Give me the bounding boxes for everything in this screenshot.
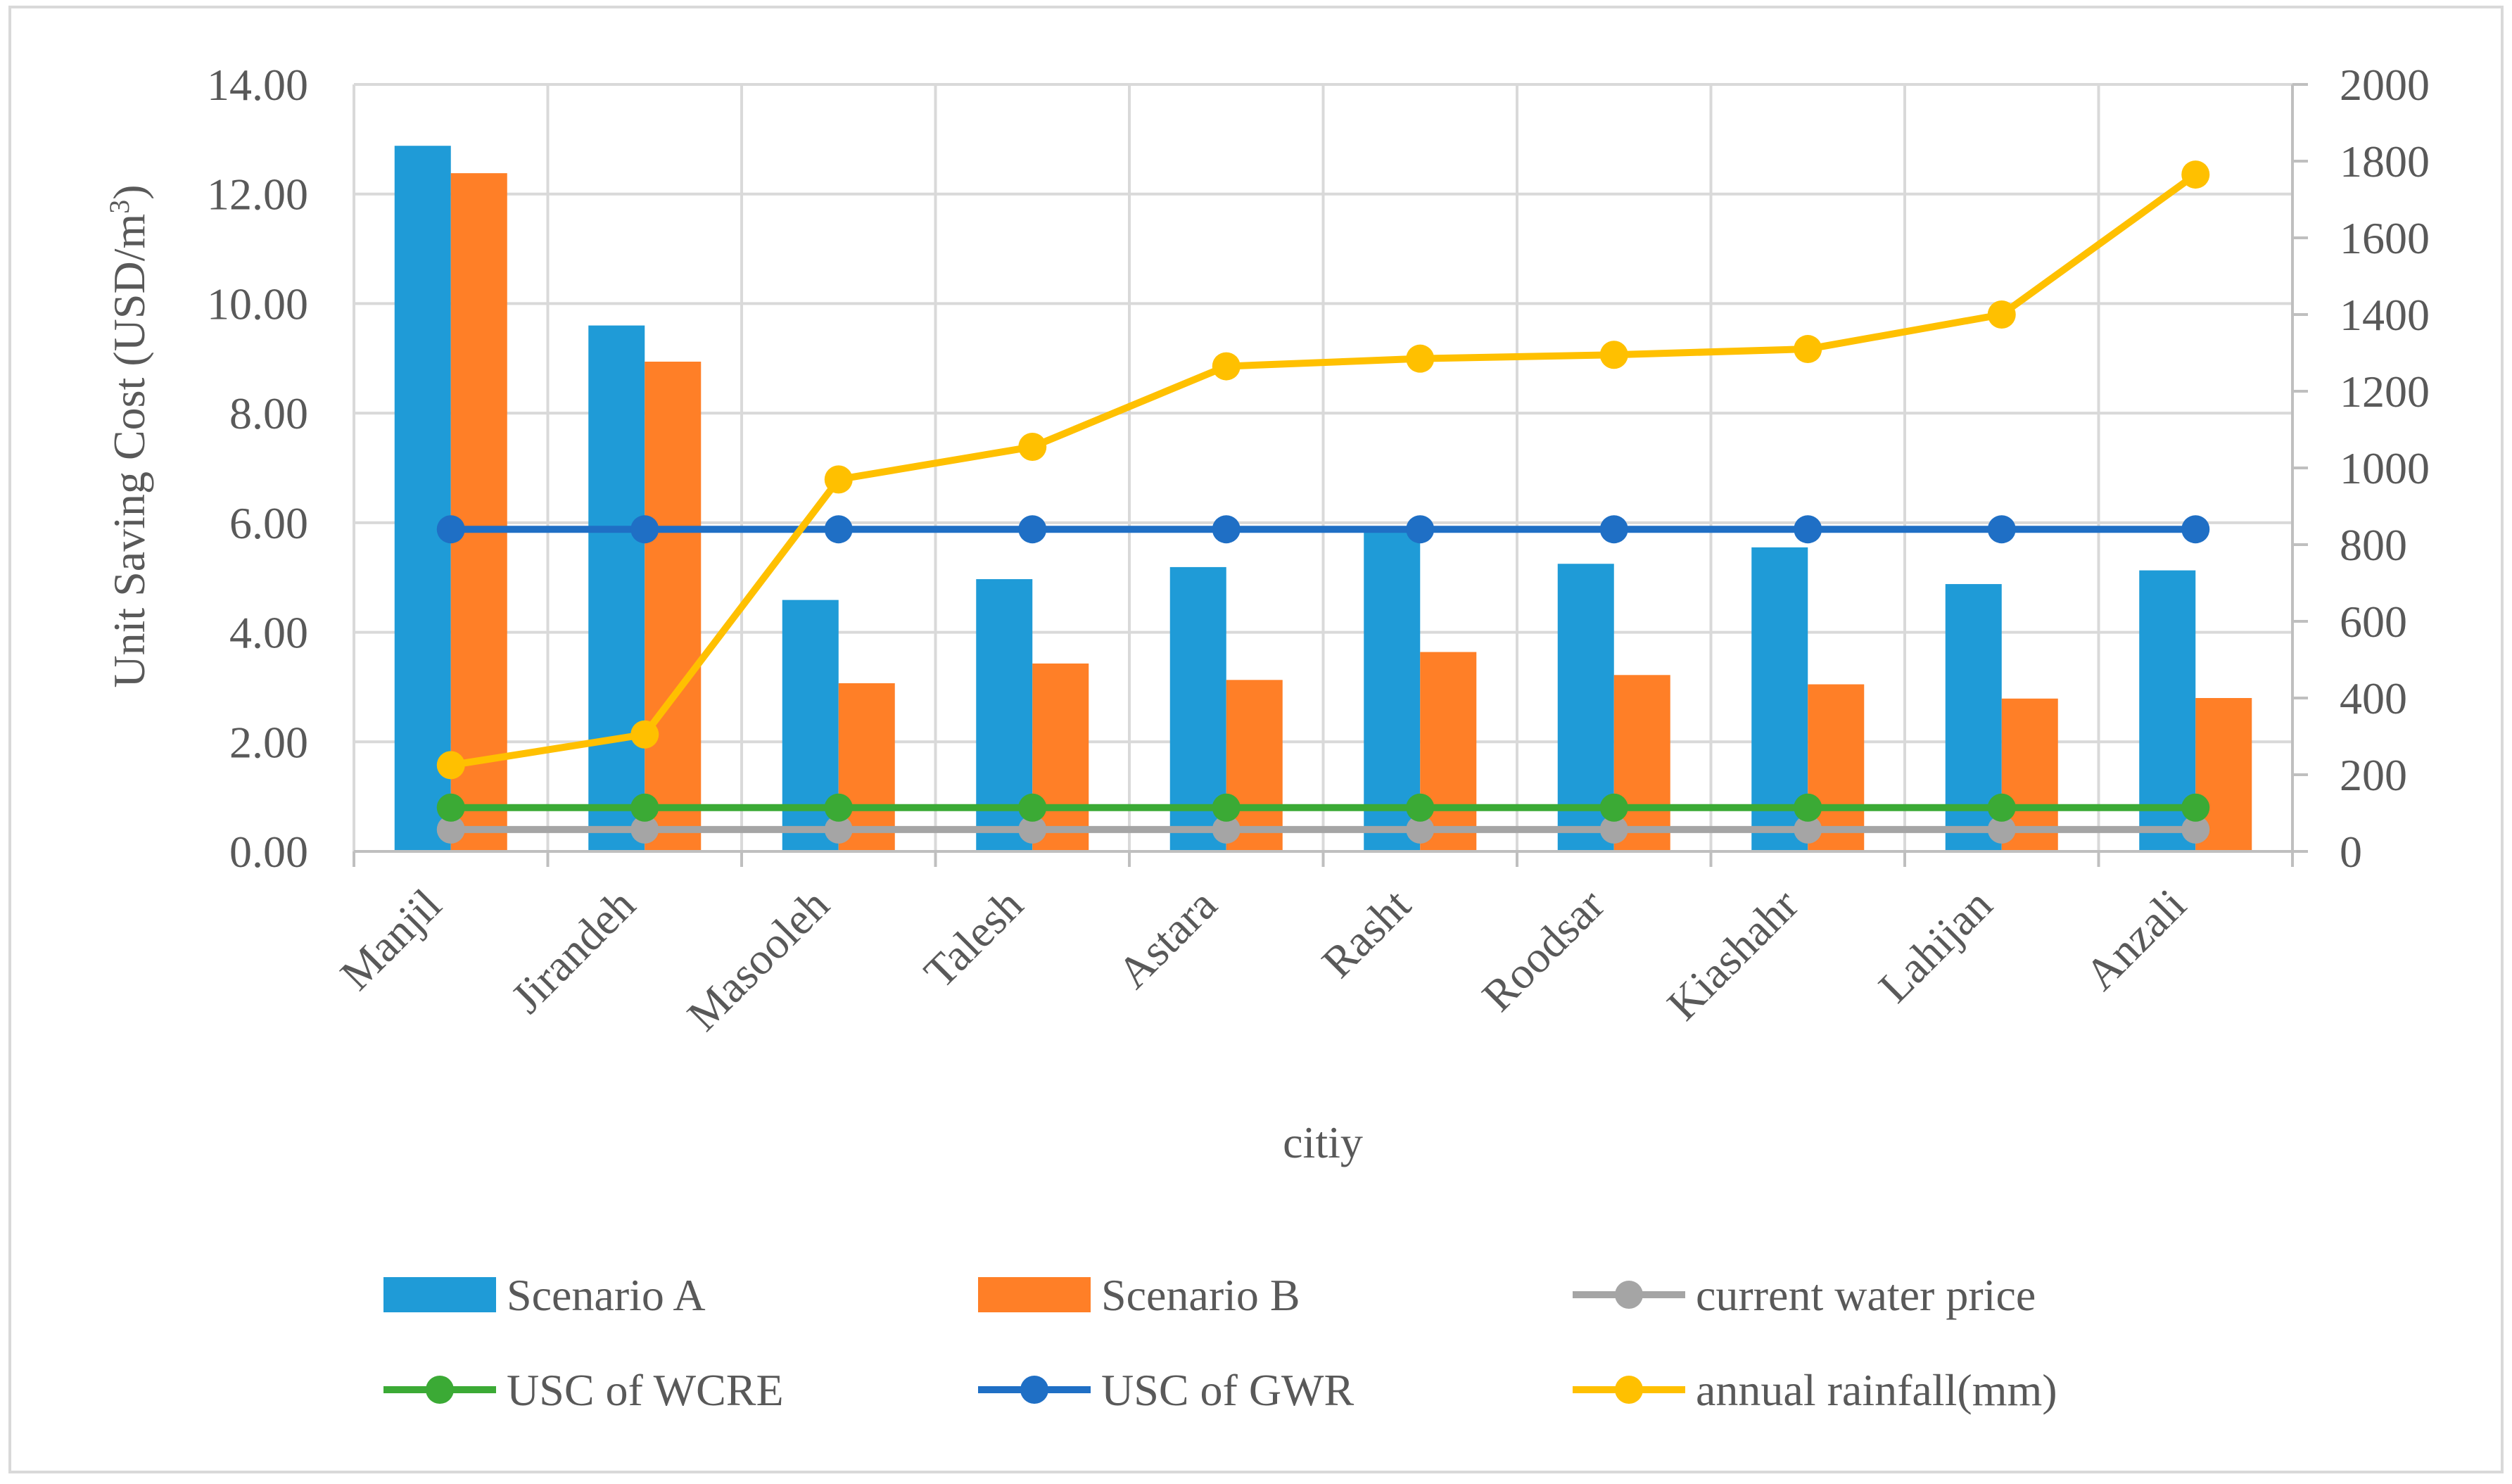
line-point xyxy=(630,793,659,822)
y-tick-label: 12.00 xyxy=(207,170,308,220)
legend-swatch xyxy=(383,1277,496,1312)
line-point xyxy=(824,465,853,494)
line-point xyxy=(1794,793,1822,822)
line-point xyxy=(2181,815,2210,844)
line-point xyxy=(1599,515,1628,544)
line-point xyxy=(1406,515,1435,544)
y-axis-title-main: Unit Saving Cost (USD/m xyxy=(104,214,154,688)
legend-label: Scenario A xyxy=(507,1270,706,1320)
line-point xyxy=(1406,793,1435,822)
legend-marker xyxy=(426,1376,454,1404)
line-point xyxy=(436,793,465,822)
line-point xyxy=(1794,335,1822,364)
line-point xyxy=(1212,815,1241,844)
line-point xyxy=(1018,815,1047,844)
line-point xyxy=(1406,815,1435,844)
line-point xyxy=(824,515,853,544)
line-point xyxy=(1987,793,2016,822)
bar xyxy=(450,173,507,852)
legend-marker xyxy=(1615,1281,1643,1309)
legend-label: annual rainfall(mm) xyxy=(1696,1365,2057,1415)
legend-label: current water price xyxy=(1696,1270,2036,1320)
line-point xyxy=(1599,341,1628,369)
bar xyxy=(588,325,645,852)
y-tick-label: 0.00 xyxy=(229,827,308,877)
line-point xyxy=(436,815,465,844)
y2-tick-label: 1200 xyxy=(2340,367,2430,417)
line-point xyxy=(1599,793,1628,822)
y2-tick-label: 400 xyxy=(2340,673,2407,723)
line-point xyxy=(630,515,659,544)
y2-tick-label: 1600 xyxy=(2340,213,2430,263)
line-point xyxy=(1212,352,1241,381)
y2-tick-label: 200 xyxy=(2340,750,2407,800)
y-tick-label: 8.00 xyxy=(229,388,308,438)
y-tick-label: 2.00 xyxy=(229,717,308,767)
y-tick-label: 10.00 xyxy=(207,279,308,329)
line-point xyxy=(1794,515,1822,544)
line-point xyxy=(630,720,659,749)
line-point xyxy=(1987,815,2016,844)
line-point xyxy=(2181,515,2210,544)
line-point xyxy=(1987,300,2016,329)
y2-tick-label: 800 xyxy=(2340,520,2407,570)
legend-label: USC of GWR xyxy=(1101,1365,1354,1415)
line-point xyxy=(436,515,465,544)
bar xyxy=(1420,652,1477,851)
y-axis-title-superscript: 3 xyxy=(103,200,135,214)
x-axis-title: citiy xyxy=(1283,1117,1363,1167)
line-point xyxy=(1018,515,1047,544)
y2-tick-label: 1400 xyxy=(2340,290,2430,340)
y2-tick-label: 2000 xyxy=(2340,60,2430,110)
line-point xyxy=(630,815,659,844)
line-point xyxy=(824,815,853,844)
y-tick-label: 6.00 xyxy=(229,498,308,548)
legend-label: USC of WCRE xyxy=(507,1365,784,1415)
y-tick-label: 4.00 xyxy=(229,608,308,658)
legend-marker xyxy=(1615,1376,1643,1404)
line-point xyxy=(1406,344,1435,373)
y-axis-title: Unit Saving Cost (USD/m3) xyxy=(103,184,155,687)
series-line xyxy=(450,172,2198,769)
legend-label: Scenario B xyxy=(1101,1270,1300,1320)
line-point xyxy=(1212,515,1241,544)
line-point xyxy=(1018,433,1047,462)
y2-tick-label: 600 xyxy=(2340,597,2407,647)
line-point xyxy=(1987,515,2016,544)
line-point xyxy=(824,793,853,822)
legend-marker xyxy=(1020,1376,1048,1404)
line-point xyxy=(1212,793,1241,822)
line-point xyxy=(2181,793,2210,822)
y-axis-title-close: ) xyxy=(104,184,154,199)
bar xyxy=(394,146,451,851)
legend: Scenario A Scenario B current water price U… xyxy=(383,1270,2057,1415)
line-point xyxy=(1794,815,1822,844)
bar xyxy=(645,361,702,851)
lines xyxy=(436,160,2210,844)
y2-tick-label: 1800 xyxy=(2340,137,2430,186)
y-tick-label: 14.00 xyxy=(207,60,308,110)
line-point xyxy=(1599,815,1628,844)
y2-tick-label: 0 xyxy=(2340,827,2362,877)
line-point xyxy=(2181,160,2210,189)
line-point xyxy=(1018,793,1047,822)
y2-tick-label: 1000 xyxy=(2340,443,2430,493)
line-point xyxy=(436,751,465,780)
legend-swatch xyxy=(978,1277,1091,1312)
